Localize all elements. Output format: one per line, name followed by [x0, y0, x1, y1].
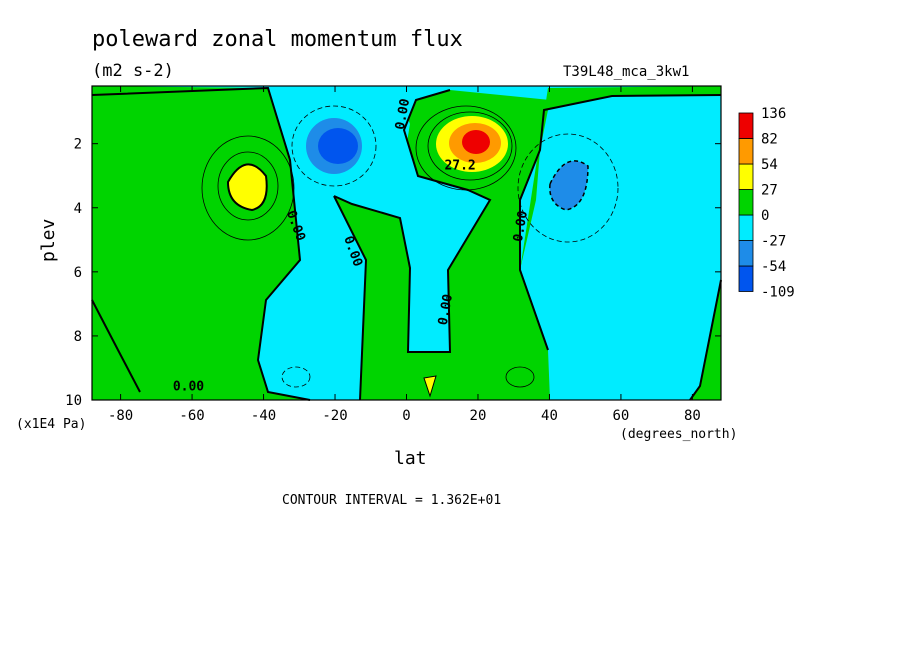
- dashed-contour-lines: [281, 105, 619, 388]
- colorbar-label: 54: [761, 157, 778, 173]
- colorbar-label: 82: [761, 132, 778, 148]
- y-tick-label: 6: [74, 265, 82, 281]
- chart-units: (m2 s-2): [92, 61, 174, 81]
- x-tick-label: 40: [541, 408, 558, 424]
- chart-title: poleward zonal momentum flux: [92, 27, 463, 52]
- y-tick-label: 4: [74, 201, 82, 217]
- sh-jet-core: [318, 128, 358, 164]
- positive-region-sh: [92, 86, 310, 400]
- contour-label: 0.00: [393, 97, 413, 131]
- nh-negative-min: [549, 160, 589, 211]
- colorbar-legend: -109 -54 -27 0 27 54 82 136: [738, 106, 795, 301]
- plot-area: [91, 85, 722, 401]
- x-tick-label: 80: [684, 408, 701, 424]
- y-axis-label: plev: [38, 219, 59, 262]
- positive-region-sh-tongue: [334, 90, 550, 400]
- colorbar-label: 136: [761, 106, 786, 122]
- colorbar-swatch: [738, 163, 754, 190]
- colorbar-swatch: [738, 112, 754, 139]
- x-tick-label: -20: [322, 408, 347, 424]
- contour-label: 0.00: [511, 209, 531, 243]
- x-tick-label: -60: [179, 408, 204, 424]
- colorbar-label: 0: [761, 208, 769, 224]
- contour-label: 0.00: [436, 293, 456, 327]
- x-tick-label: -80: [108, 408, 133, 424]
- colorbar-label: -54: [761, 259, 786, 275]
- x-axis-units: (degrees_north): [620, 427, 737, 442]
- experiment-label: T39L48_mca_3kw1: [563, 64, 689, 80]
- zero-contour-lines: [91, 86, 722, 401]
- x-tick-label: 0: [402, 408, 410, 424]
- colorbar-label: -27: [761, 234, 786, 250]
- x-tick-label: 60: [613, 408, 630, 424]
- colorbar-swatch: [738, 189, 754, 216]
- surface-positive-blip: [423, 375, 437, 398]
- colorbar-swatch: [738, 214, 754, 241]
- y-axis-units: (x1E4 Pa): [16, 417, 86, 432]
- sh-positive-max: [226, 163, 268, 212]
- x-axis-label: lat: [394, 448, 427, 469]
- y-tick-label: 8: [74, 329, 82, 345]
- colorbar-swatch: [738, 265, 754, 292]
- colorbar-swatch: [738, 138, 754, 165]
- contour-label: 0.00: [173, 379, 204, 394]
- y-axis: 2 4 6 8 10: [65, 137, 721, 409]
- colorbar-label: -109: [761, 285, 795, 301]
- colorbar-swatch: [738, 240, 754, 267]
- positive-region-nh-surface: [690, 280, 721, 400]
- colorbar-label: 27: [761, 183, 778, 199]
- contour-label: 27.2: [444, 158, 475, 173]
- y-tick-label: 10: [65, 393, 82, 409]
- x-tick-label: 20: [470, 408, 487, 424]
- contour-interval-footnote: CONTOUR INTERVAL = 1.362E+01: [282, 493, 501, 508]
- x-tick-label: -40: [251, 408, 276, 424]
- x-axis: -80 -60 -40 -20 0 20 40 60 80: [108, 86, 701, 424]
- y-tick-label: 2: [74, 137, 82, 153]
- nh-jet-core: [462, 130, 490, 154]
